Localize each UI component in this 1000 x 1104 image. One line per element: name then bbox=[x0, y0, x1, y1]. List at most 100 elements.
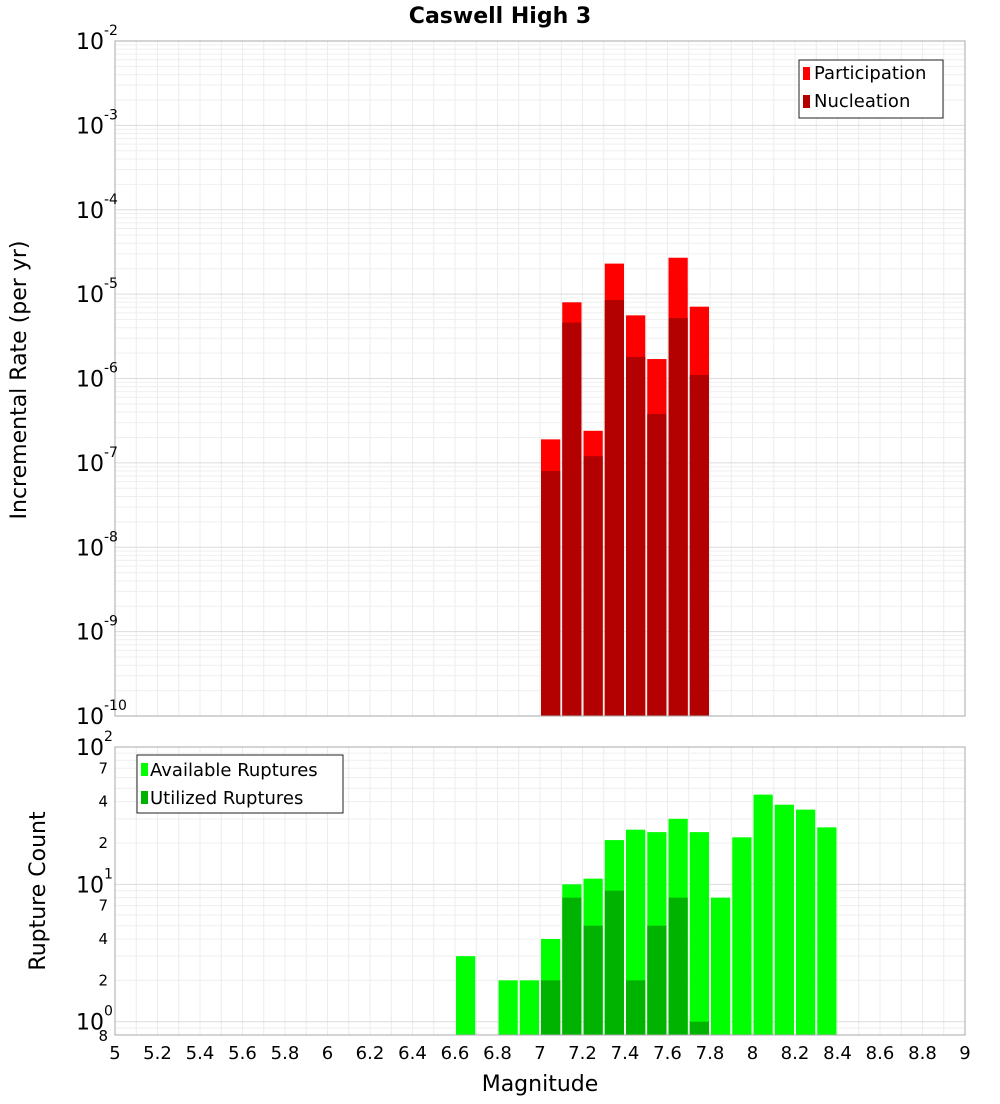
bottom-plot-frame bbox=[114, 746, 966, 1036]
y-tick-exponent: -3 bbox=[104, 107, 118, 123]
x-tick-label: 6.8 bbox=[483, 1043, 512, 1064]
x-tick-label: 7.2 bbox=[568, 1043, 597, 1064]
y-tick-label: 10 bbox=[76, 536, 104, 561]
bar bbox=[604, 300, 624, 716]
x-tick-label: 6 bbox=[322, 1043, 333, 1064]
y-tick-label: 10 bbox=[76, 199, 104, 224]
x-tick-label: 7.6 bbox=[653, 1043, 682, 1064]
legend-label-utilized-ruptures: Utilized Ruptures bbox=[150, 788, 303, 809]
bar bbox=[498, 980, 518, 1035]
x-tick-label: 5.4 bbox=[186, 1043, 215, 1064]
y-minor-tick-label: 8 bbox=[98, 1027, 108, 1045]
bar bbox=[541, 980, 561, 1035]
bottom-legend: Available Ruptures Utilized Ruptures bbox=[136, 754, 344, 814]
top-panel-bars bbox=[541, 257, 709, 716]
y-tick-exponent: -2 bbox=[104, 23, 118, 39]
top-plot-frame bbox=[114, 40, 966, 717]
top-panel-grid bbox=[114, 40, 966, 717]
bottom-legend-box bbox=[136, 754, 344, 814]
bar bbox=[456, 956, 476, 1035]
bar bbox=[519, 980, 539, 1035]
chart-title: Caswell High 3 bbox=[409, 4, 591, 29]
legend-label-available-ruptures: Available Ruptures bbox=[150, 760, 318, 781]
y-tick-exponent: -6 bbox=[104, 361, 118, 377]
x-tick-label: 9 bbox=[959, 1043, 970, 1064]
legend-swatch-participation bbox=[803, 67, 810, 80]
bar bbox=[562, 322, 582, 716]
top-legend-box bbox=[798, 59, 944, 119]
bar bbox=[583, 456, 603, 716]
bar bbox=[689, 832, 709, 1035]
y-minor-tick-label: 4 bbox=[98, 793, 108, 811]
legend-swatch-utilized-ruptures bbox=[141, 791, 148, 804]
y-tick-label: 10 bbox=[76, 30, 104, 55]
y-tick-exponent: -4 bbox=[104, 192, 118, 208]
bar bbox=[562, 897, 582, 1035]
y-tick-label: 10 bbox=[76, 114, 104, 139]
x-tick-label: 8.4 bbox=[823, 1043, 852, 1064]
bar bbox=[626, 980, 646, 1035]
x-tick-label: 5 bbox=[109, 1043, 120, 1064]
x-tick-label: 8.6 bbox=[866, 1043, 895, 1064]
y-tick-exponent: 0 bbox=[104, 1004, 113, 1020]
y-minor-tick-label: 2 bbox=[98, 834, 108, 852]
bar bbox=[668, 318, 688, 716]
bar bbox=[668, 897, 688, 1035]
legend-label-participation: Participation bbox=[814, 63, 926, 84]
bar bbox=[626, 356, 646, 716]
bar bbox=[647, 925, 667, 1035]
y-minor-tick-label: 4 bbox=[98, 930, 108, 948]
bar bbox=[711, 897, 731, 1035]
x-tick-label: 8 bbox=[747, 1043, 758, 1064]
y-tick-exponent: 2 bbox=[104, 729, 113, 745]
y-tick-label: 10 bbox=[76, 283, 104, 308]
bar bbox=[647, 413, 667, 716]
bar bbox=[583, 925, 603, 1035]
y-minor-tick-label: 2 bbox=[98, 971, 108, 989]
x-axis-title: Magnitude bbox=[482, 1072, 599, 1097]
x-tick-label: 6.6 bbox=[441, 1043, 470, 1064]
x-tick-label: 6.4 bbox=[398, 1043, 427, 1064]
bar bbox=[604, 890, 624, 1035]
y-tick-exponent: -9 bbox=[104, 614, 118, 630]
x-tick-label: 8.2 bbox=[781, 1043, 810, 1064]
top-legend: Participation Nucleation bbox=[798, 59, 944, 119]
legend-swatch-nucleation bbox=[803, 95, 810, 108]
x-tick-label: 8.8 bbox=[908, 1043, 937, 1064]
bar bbox=[689, 1021, 709, 1035]
y-tick-label: 10 bbox=[76, 736, 104, 761]
x-tick-label: 6.2 bbox=[356, 1043, 385, 1064]
x-tick-label: 7.8 bbox=[696, 1043, 725, 1064]
y-tick-label: 10 bbox=[76, 1011, 104, 1036]
y-tick-exponent: -7 bbox=[104, 445, 118, 461]
y-tick-label: 10 bbox=[76, 368, 104, 393]
y-tick-label: 10 bbox=[76, 873, 104, 898]
top-y-axis-title: Incremental Rate (per yr) bbox=[7, 241, 32, 520]
bar bbox=[796, 809, 816, 1035]
bar bbox=[817, 827, 837, 1035]
bar bbox=[732, 837, 752, 1035]
y-minor-tick-label: 7 bbox=[98, 759, 108, 777]
y-tick-exponent: 1 bbox=[104, 866, 113, 882]
y-tick-label: 10 bbox=[76, 705, 104, 730]
legend-swatch-available-ruptures bbox=[141, 763, 148, 776]
bottom-panel-bars bbox=[456, 794, 837, 1035]
bar bbox=[689, 375, 709, 716]
x-tick-label: 7.4 bbox=[611, 1043, 640, 1064]
x-tick-label: 5.6 bbox=[228, 1043, 257, 1064]
bar bbox=[541, 471, 561, 716]
y-tick-exponent: -10 bbox=[104, 698, 127, 714]
y-minor-tick-label: 7 bbox=[98, 897, 108, 915]
y-tick-exponent: -5 bbox=[104, 276, 118, 292]
y-tick-exponent: -8 bbox=[104, 529, 118, 545]
x-tick-label: 7 bbox=[534, 1043, 545, 1064]
bottom-y-axis-title: Rupture Count bbox=[26, 811, 51, 971]
x-tick-label: 5.2 bbox=[143, 1043, 172, 1064]
x-tick-label: 5.8 bbox=[271, 1043, 300, 1064]
y-tick-label: 10 bbox=[76, 621, 104, 646]
bar bbox=[774, 804, 794, 1035]
bar bbox=[753, 794, 773, 1035]
